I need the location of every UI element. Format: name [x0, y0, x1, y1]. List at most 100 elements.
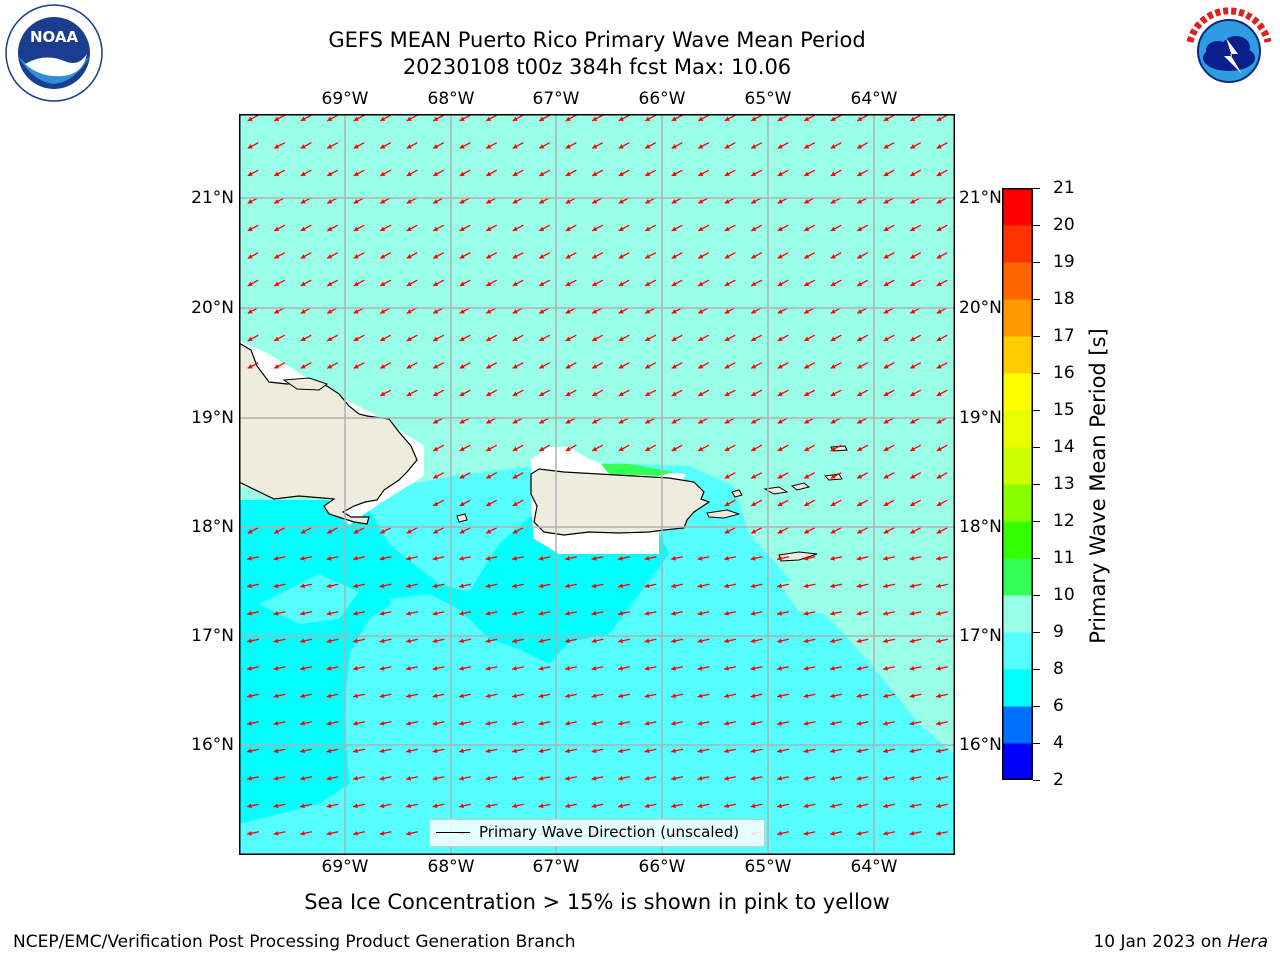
wave-arrow-head: [856, 693, 862, 699]
wave-arrow-head: [591, 638, 597, 644]
wave-arrow-head: [300, 665, 305, 671]
wave-arrow-head: [592, 171, 598, 176]
wave-arrow-head: [645, 309, 651, 314]
wave-arrow-head: [803, 748, 809, 754]
wave-arrow-head: [327, 529, 333, 534]
wave-arrow-head: [750, 555, 756, 561]
colorbar-tick-mark: [1033, 225, 1040, 226]
wave-arrow-head: [353, 364, 359, 369]
wave-arrow-head: [698, 336, 704, 341]
wave-arrow-head: [406, 693, 411, 699]
wave-arrow-head: [327, 336, 333, 341]
wave-arrow-head: [883, 391, 889, 396]
wave-arrow-head: [645, 446, 651, 451]
wave-arrow-head: [750, 775, 756, 781]
wave-arrow-head: [539, 281, 545, 286]
wave-arrow-head: [777, 775, 782, 781]
wave-arrow-head: [883, 775, 888, 781]
colorbar-border: [1002, 188, 1033, 780]
wave-arrow-head: [459, 748, 464, 754]
wave-arrow-head: [724, 199, 730, 204]
field-6-8s: [239, 500, 669, 824]
wave-arrow-head: [591, 720, 597, 726]
wave-arrow-head: [856, 583, 862, 589]
wave-arrow-head: [432, 803, 438, 809]
wave-arrow-head: [406, 583, 411, 589]
wave-arrow-head: [380, 309, 386, 314]
wave-arrow-head: [274, 309, 280, 314]
wave-arrow-head: [830, 199, 836, 204]
wave-arrow-head: [486, 419, 492, 424]
colorbar-segment: [1002, 595, 1033, 633]
wave-arrow-head: [512, 116, 518, 121]
wave-arrow-head: [856, 775, 862, 781]
wave-arrow-head: [565, 720, 570, 726]
wave-arrow-head: [406, 364, 412, 369]
wave-arrow-head: [644, 720, 650, 726]
lat-label-right: 16°N: [959, 735, 1002, 755]
wave-arrow-head: [645, 281, 651, 286]
wave-arrow-head: [273, 555, 279, 561]
wave-arrow-head: [697, 583, 703, 589]
field-9-10s: [844, 584, 954, 724]
wave-arrow-head: [459, 474, 465, 479]
wave-arrow-head: [353, 830, 358, 836]
wave-arrow-head: [539, 171, 545, 176]
wave-arrow-head: [618, 638, 623, 644]
wave-arrow-head: [406, 116, 412, 121]
colorbar-tick-label: 8: [1053, 659, 1064, 679]
wave-arrow-head: [830, 116, 836, 121]
wave-arrow-head: [327, 116, 333, 121]
wave-arrow-head: [618, 391, 624, 396]
wave-arrow-head: [936, 529, 942, 534]
wave-arrow-head: [777, 555, 782, 561]
wave-arrow-head: [565, 665, 570, 671]
colorbar-segment: [1002, 743, 1033, 781]
wave-arrow-head: [698, 254, 704, 259]
wave-arrow-head: [406, 775, 411, 781]
wave-arrow-head: [883, 254, 889, 259]
wave-arrow-head: [486, 226, 492, 231]
wave-arrow-head: [936, 803, 941, 809]
wave-arrow-head: [724, 281, 730, 286]
wave-arrow-head: [936, 391, 942, 396]
wave-arrow-head: [512, 693, 517, 699]
wave-arrow-head: [273, 693, 279, 699]
wave-arrow-head: [380, 529, 386, 534]
wave-arrow-head: [273, 803, 279, 809]
wave-arrow-head: [909, 693, 915, 699]
land-virgin-islands: [790, 482, 811, 491]
wave-arrow-head: [512, 501, 518, 506]
wave-arrow-head: [644, 693, 650, 699]
wave-arrow-head: [645, 171, 651, 176]
wave-arrow-head: [565, 391, 571, 396]
wave-arrow-head: [486, 254, 492, 259]
wave-arrow-head: [353, 529, 359, 534]
wave-arrow-head: [856, 803, 862, 809]
wave-arrow-head: [406, 226, 412, 231]
wave-arrow-head: [539, 116, 545, 121]
wave-arrow-head: [353, 336, 359, 341]
wave-arrow-head: [353, 720, 358, 726]
wave-arrow-head: [300, 529, 306, 534]
wave-arrow-head: [645, 226, 651, 231]
wave-arrow-head: [539, 419, 545, 424]
wave-arrow-head: [910, 419, 916, 424]
wave-arrow-head: [724, 116, 730, 121]
wave-arrow-head: [804, 254, 810, 259]
wave-arrow-head: [539, 254, 545, 259]
wave-arrow-head: [379, 555, 385, 561]
chart-subtitle: 20230108 t00z 384h fcst Max: 10.06: [402, 55, 792, 79]
wave-arrow-head: [671, 638, 676, 644]
wave-arrow-head: [432, 555, 438, 561]
wave-arrow-head: [909, 638, 915, 644]
wave-arrow-head: [857, 144, 863, 149]
wave-arrow-head: [724, 610, 729, 616]
wave-arrow-head: [724, 171, 730, 176]
wave-arrow-head: [857, 446, 863, 451]
wave-arrow-head: [618, 665, 623, 671]
wave-arrow-head: [591, 555, 597, 561]
wave-arrow-head: [804, 281, 810, 286]
wave-arrow-head: [459, 638, 464, 644]
colorbar-tick-mark: [1033, 706, 1040, 707]
